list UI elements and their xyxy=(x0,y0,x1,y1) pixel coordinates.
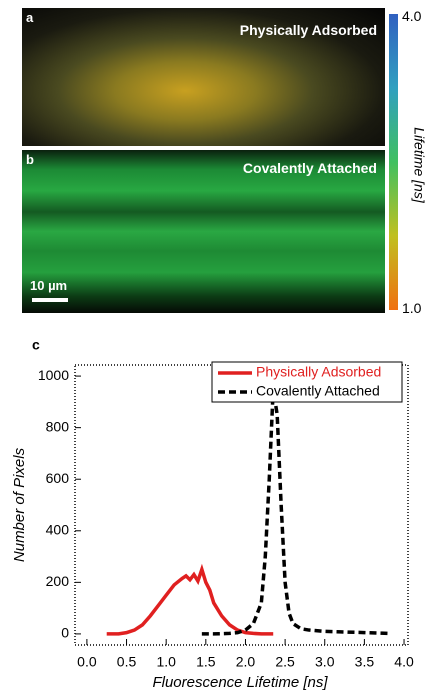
y-tick-label: 0 xyxy=(61,625,69,641)
line xyxy=(106,563,274,636)
x-tick-label: 3.0 xyxy=(315,654,335,670)
image-a: a Physically Adsorbed xyxy=(22,8,385,146)
x-tick-label: 1.5 xyxy=(196,654,216,670)
x-tick-label: 0.5 xyxy=(117,654,137,670)
x-axis-title: Fluorescence Lifetime [ns] xyxy=(152,674,328,691)
colorbar-title: Lifetime [ns] xyxy=(411,127,427,204)
colorbar xyxy=(389,14,398,310)
colorbar-max: 4.0 xyxy=(402,8,422,24)
plot-frame xyxy=(74,364,409,646)
line xyxy=(201,388,389,636)
y-tick-label: 400 xyxy=(46,521,70,537)
x-tick-label: 1.0 xyxy=(156,654,176,670)
colorbar-min: 1.0 xyxy=(402,300,422,316)
legend-label: Physically Adsorbed xyxy=(256,364,381,380)
scale-bar-label: 10 µm xyxy=(30,278,68,293)
y-tick-label: 200 xyxy=(46,573,70,589)
y-axis-title: Number of Pixels xyxy=(11,447,28,562)
y-tick-label: 600 xyxy=(46,470,70,486)
y-tick-label: 800 xyxy=(46,418,70,434)
y-tick-label: 1000 xyxy=(38,367,69,383)
x-tick-label: 2.0 xyxy=(236,654,256,670)
scale-bar xyxy=(32,298,68,302)
x-tick-label: 4.0 xyxy=(394,654,414,670)
panel-label: b xyxy=(26,152,34,167)
image-b: b Covalently Attached 10 µm xyxy=(22,150,385,313)
panel-title: Covalently Attached xyxy=(242,160,377,176)
panel-title: Physically Adsorbed xyxy=(239,22,377,38)
legend-label: Covalently Attached xyxy=(256,383,380,399)
panel-label: c xyxy=(32,337,40,353)
panel-label: a xyxy=(26,10,34,25)
x-tick-label: 2.5 xyxy=(275,654,295,670)
x-tick-label: 3.5 xyxy=(355,654,375,670)
legend-box xyxy=(211,361,403,403)
x-tick-label: 0.0 xyxy=(77,654,97,670)
